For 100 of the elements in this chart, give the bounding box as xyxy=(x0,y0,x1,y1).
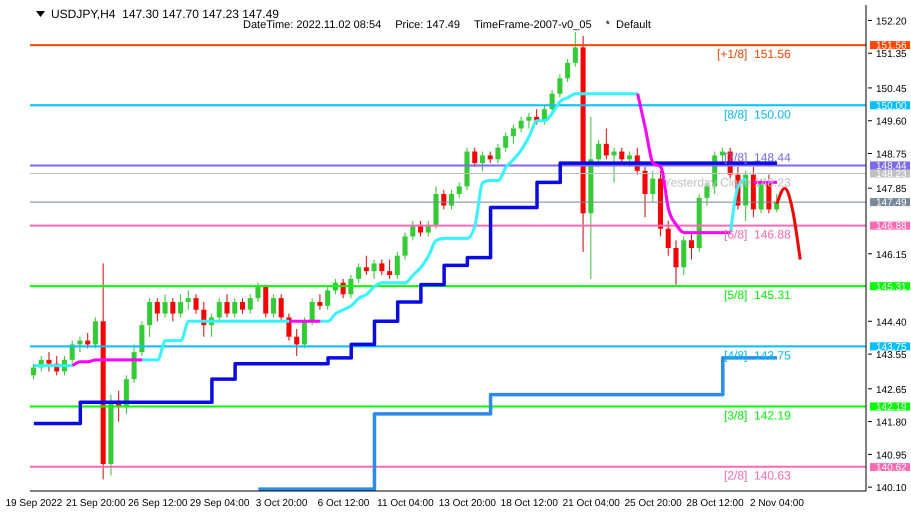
candlestick xyxy=(488,151,493,164)
candlestick xyxy=(162,294,168,318)
candlestick xyxy=(666,220,671,256)
candlestick xyxy=(147,298,152,338)
x-tick-label: 3 Oct 20:00 xyxy=(256,498,308,510)
candlestick xyxy=(612,147,617,183)
candlestick xyxy=(232,298,238,318)
candlestick xyxy=(270,294,276,318)
ref-line-label: [8/8] 150.00 xyxy=(724,107,792,122)
candlestick xyxy=(441,190,446,210)
y-tick-label: 148.75 xyxy=(876,150,908,160)
candlestick xyxy=(402,232,408,260)
candlestick xyxy=(325,286,330,310)
y-tick-label: 150.00 xyxy=(876,100,908,112)
y-tick-label: 147.49 xyxy=(876,198,908,209)
candlestick xyxy=(178,294,184,318)
candlestick xyxy=(518,116,524,133)
y-tick-label: 149.60 xyxy=(876,116,908,128)
candlestick xyxy=(240,298,245,314)
candlestick xyxy=(379,259,384,276)
x-tick-label: 25 Oct 20:00 xyxy=(624,498,682,510)
annotation: TimeFrame-2007-v0_05 xyxy=(474,19,592,31)
candlestick xyxy=(372,259,377,280)
candlestick xyxy=(92,316,98,349)
y-tick-label: 144.40 xyxy=(876,317,908,328)
candlestick xyxy=(46,352,52,372)
y-tick-label: 140.62 xyxy=(876,462,908,474)
annotation: DateTime: 2022.11.02 08:54 xyxy=(243,19,382,31)
candlestick xyxy=(627,151,632,168)
x-tick-label: 11 Oct 04:00 xyxy=(377,498,434,510)
candlestick xyxy=(472,147,478,168)
y-tick-label: 142.19 xyxy=(876,402,908,414)
candlestick xyxy=(526,112,532,129)
ref-line-label: [5/8] 145.31 xyxy=(724,288,792,302)
candlestick xyxy=(565,58,570,83)
annotation: Price: 147.49 xyxy=(395,19,460,31)
ref-line-label: [6/8] 146.88 xyxy=(724,228,792,242)
candlestick xyxy=(31,363,36,380)
x-tick-label: 2 Nov 04:00 xyxy=(750,498,804,510)
candlestick xyxy=(503,132,508,152)
ref-line-label: [2/8] 140.63 xyxy=(724,468,792,483)
x-tick-label: 29 Sep 04:00 xyxy=(190,498,250,510)
x-tick-label: 13 Oct 20:00 xyxy=(438,498,496,510)
ref-line-label: [+1/8] 151.56 xyxy=(717,47,792,62)
y-tick-label: 148.23 xyxy=(876,169,908,180)
y-tick-label: 142.65 xyxy=(876,384,908,396)
y-tick-label: 152.20 xyxy=(876,16,908,28)
candlestick xyxy=(387,259,392,280)
candlestick xyxy=(394,251,400,280)
x-tick-label: 28 Oct 12:00 xyxy=(686,498,744,510)
x-tick-label: 6 Oct 12:00 xyxy=(318,498,370,510)
candlestick xyxy=(356,262,362,284)
candlestick xyxy=(604,128,609,160)
candlestick xyxy=(673,240,678,286)
annotation: * Default xyxy=(606,19,651,31)
y-tick-label: 147.85 xyxy=(876,184,908,196)
candlestick xyxy=(364,255,369,276)
x-tick-label: 26 Sep 12:00 xyxy=(128,498,188,510)
y-tick-label: 145.31 xyxy=(876,282,908,293)
candlestick xyxy=(495,143,500,164)
y-tick-label: 141.80 xyxy=(876,418,908,429)
candlestick xyxy=(85,332,90,349)
chart-title: USDJPY,H4 147.30 147.70 147.23 147.49 xyxy=(51,7,279,21)
candlestick xyxy=(317,294,322,310)
x-tick-label: 21 Oct 04:00 xyxy=(562,498,620,510)
candlestick xyxy=(572,32,578,68)
candlestick xyxy=(255,282,260,302)
x-tick-label: 18 Oct 12:00 xyxy=(500,498,558,510)
candlestick xyxy=(456,182,462,198)
y-tick-label: 146.15 xyxy=(876,250,908,261)
candlestick xyxy=(224,294,230,318)
candlestick xyxy=(170,298,176,322)
candlestick xyxy=(557,74,562,98)
y-tick-label: 150.45 xyxy=(876,84,908,95)
candlestick xyxy=(642,166,648,218)
candlestick xyxy=(510,124,516,144)
candlestick xyxy=(216,298,222,322)
candlestick xyxy=(278,294,284,322)
x-tick-label: 19 Sep 2022 xyxy=(6,498,63,510)
candlestick xyxy=(650,170,656,202)
candlestick xyxy=(688,232,694,260)
candlestick xyxy=(186,290,191,310)
candlestick xyxy=(154,298,160,322)
candlestick xyxy=(449,190,454,210)
candlestick xyxy=(294,328,300,356)
candlestick xyxy=(310,298,315,326)
candlestick xyxy=(619,147,624,164)
y-tick-label: 140.10 xyxy=(876,483,908,494)
candlestick xyxy=(596,140,602,168)
candlestick xyxy=(77,336,82,353)
ref-line-label: [3/8] 142.19 xyxy=(724,408,792,423)
candlestick xyxy=(720,147,725,164)
candlestick xyxy=(480,151,485,172)
y-tick-label: 140.95 xyxy=(876,450,908,462)
x-tick-label: 21 Sep 20:00 xyxy=(66,498,126,510)
y-tick-label: 143.55 xyxy=(876,350,908,362)
candlestick xyxy=(302,316,307,349)
candlestick xyxy=(194,294,199,314)
candlestick xyxy=(248,294,253,314)
y-tick-label: 151.35 xyxy=(876,49,908,60)
